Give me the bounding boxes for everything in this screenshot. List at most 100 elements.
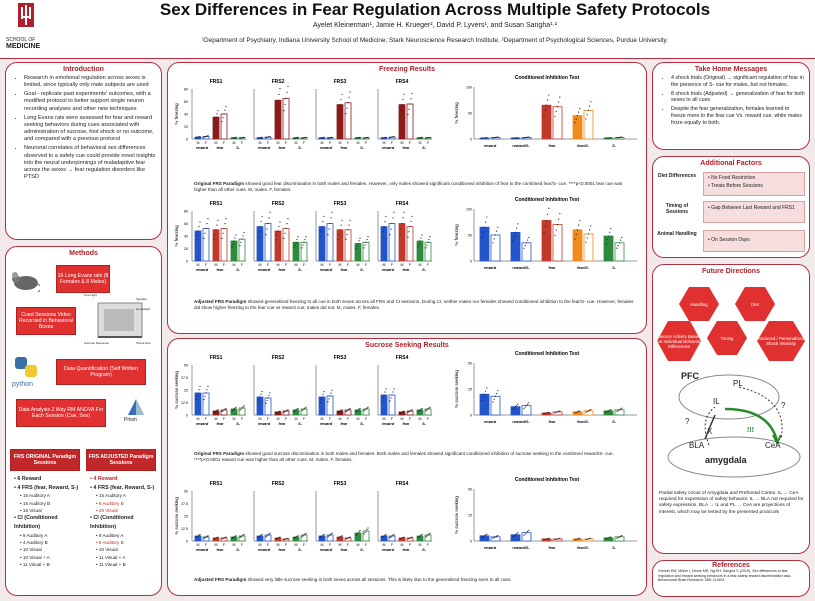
data-point <box>399 538 401 540</box>
adjusted-sessions-list: • 4 Reward • 4 FRS (fear, Reward, S-) • … <box>90 475 160 568</box>
data-point <box>221 410 223 413</box>
bar <box>344 409 352 416</box>
data-point <box>319 536 321 539</box>
data-point <box>590 101 592 103</box>
data-point <box>207 135 209 137</box>
caption-text: showed very little sucrose seeking in bo… <box>246 577 512 582</box>
data-point <box>243 231 245 234</box>
data-point <box>421 533 423 536</box>
cue-label: fear/S- <box>577 546 590 550</box>
cue-label: fear/S- <box>577 420 590 424</box>
data-point <box>215 410 217 412</box>
box-label-sucrose: Sucrose Dispenser <box>84 341 110 345</box>
data-point <box>297 236 299 238</box>
data-point <box>590 537 592 539</box>
cue-label: S- <box>422 268 427 272</box>
bar <box>362 408 370 416</box>
data-point <box>296 136 298 139</box>
label-pl: PL <box>733 379 743 388</box>
sex-label: F <box>365 141 368 145</box>
data-point <box>296 408 298 410</box>
data-point <box>235 234 237 236</box>
data-point <box>421 136 423 138</box>
y-tick-label: 80 <box>184 88 188 92</box>
data-point <box>235 535 237 537</box>
data-point <box>425 247 427 249</box>
data-point <box>224 408 226 410</box>
data-point <box>261 391 263 393</box>
sex-label: M <box>277 543 280 547</box>
freezing-original-caption: Original FRS Paradigm showed good fear d… <box>194 181 634 193</box>
data-point <box>235 136 237 138</box>
data-point <box>195 137 197 139</box>
prism-label: Prism <box>124 417 137 423</box>
data-point <box>576 115 578 117</box>
data-point <box>261 136 263 138</box>
data-point <box>579 410 581 412</box>
data-point <box>355 410 357 413</box>
data-point <box>279 536 281 538</box>
data-point <box>337 411 339 413</box>
data-point <box>610 408 612 411</box>
data-point <box>578 111 580 113</box>
data-point <box>545 538 547 540</box>
data-point <box>401 411 403 413</box>
data-point <box>428 407 430 409</box>
data-point <box>428 136 430 139</box>
data-point <box>408 108 410 110</box>
sucrose-original-caption: Original FRS Paradigm showed good sucros… <box>194 451 634 463</box>
data-point <box>213 238 215 240</box>
data-point <box>610 536 612 538</box>
sex-label: M <box>215 263 218 267</box>
data-point <box>239 137 241 139</box>
sex-label: M <box>401 263 404 267</box>
data-point <box>485 137 487 139</box>
data-point <box>257 401 259 403</box>
takehome-panel: Take Home Messages 4 shock trials (Origi… <box>652 62 810 150</box>
bar <box>318 226 326 262</box>
data-point <box>222 537 224 540</box>
data-point <box>330 136 332 139</box>
bar <box>424 241 432 262</box>
bla-il-arrow <box>704 406 716 446</box>
data-point <box>322 220 324 223</box>
y-tick-label: 25 <box>184 515 188 519</box>
bar <box>614 536 625 542</box>
data-point <box>305 532 307 534</box>
data-point <box>278 225 280 228</box>
sex-label: M <box>295 417 298 421</box>
data-point <box>575 233 577 236</box>
data-point <box>258 536 260 538</box>
bar <box>572 229 583 262</box>
sex-label: M <box>357 417 360 421</box>
data-point <box>523 247 525 249</box>
data-point <box>234 407 236 409</box>
data-point <box>293 537 295 539</box>
data-point <box>269 211 271 213</box>
original-sessions-list: • 6 Reward • 4 FRS (fear, Reward, S-) • … <box>14 475 84 568</box>
data-point <box>482 137 484 139</box>
cue-label: fear <box>341 548 348 552</box>
data-point <box>517 137 519 139</box>
sex-label: F <box>267 263 270 267</box>
amygdala-outline <box>667 436 801 478</box>
data-point <box>347 537 349 539</box>
data-point <box>303 241 305 243</box>
data-point <box>410 220 412 223</box>
data-point <box>514 406 516 408</box>
sex-label: M <box>401 543 404 547</box>
data-point <box>216 536 218 539</box>
data-point <box>606 410 608 413</box>
data-point <box>543 412 545 415</box>
data-point <box>345 238 347 240</box>
data-point <box>356 533 358 535</box>
data-point <box>621 407 623 409</box>
data-point <box>400 537 402 540</box>
data-point <box>217 536 219 538</box>
y-tick-label: 50 <box>468 112 472 116</box>
data-point <box>331 532 333 534</box>
cue-label: S- <box>360 146 365 150</box>
sex-label: M <box>259 543 262 547</box>
hex-neuron-activity: Neuron Activity Based on Individual Beha… <box>657 321 701 361</box>
cue-label: fear <box>217 268 224 272</box>
